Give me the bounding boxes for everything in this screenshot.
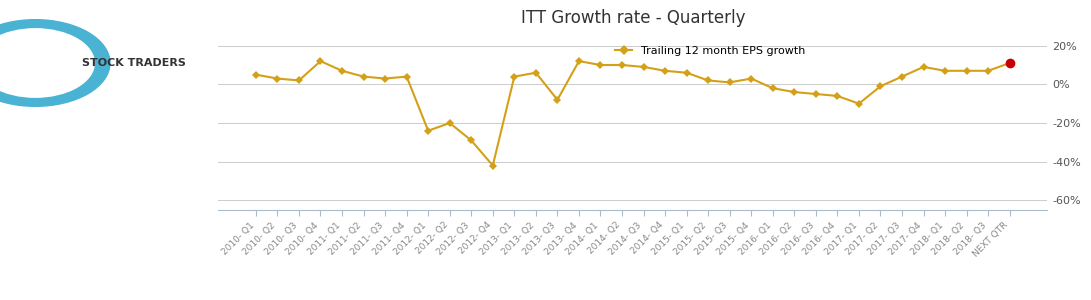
Circle shape — [0, 29, 94, 97]
Text: STOCK TRADERS: STOCK TRADERS — [83, 58, 187, 68]
Text: ITT Growth rate - Quarterly: ITT Growth rate - Quarterly — [520, 9, 745, 27]
Circle shape — [0, 20, 110, 106]
Legend: Trailing 12 month EPS growth: Trailing 12 month EPS growth — [611, 42, 810, 60]
